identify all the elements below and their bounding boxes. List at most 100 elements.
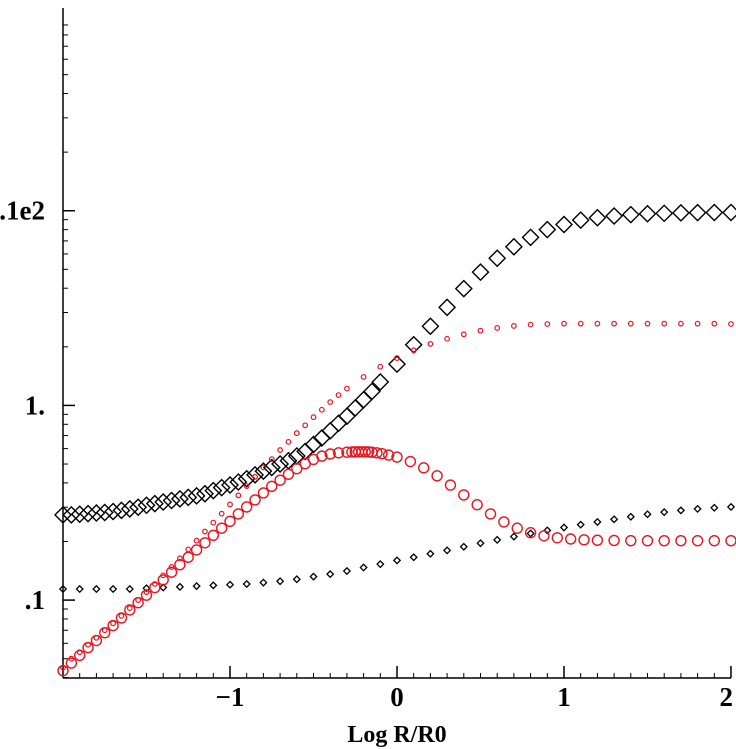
data-point: [329, 414, 348, 433]
data-point: [459, 542, 468, 551]
data-point: [577, 320, 584, 327]
data-point: [551, 532, 564, 544]
data-point: [725, 534, 736, 547]
data-point: [359, 563, 368, 572]
data-point: [484, 508, 497, 520]
data-point: [710, 503, 719, 512]
data-point: [438, 298, 457, 317]
data-point: [192, 581, 201, 591]
data-point: [176, 555, 183, 562]
data-point: [321, 421, 340, 440]
data-point: [337, 407, 356, 426]
data-point: [476, 539, 485, 548]
data-point: [676, 506, 686, 515]
data-point: [82, 641, 94, 654]
data-point: [691, 534, 704, 547]
data-point: [544, 321, 551, 327]
data-point: [316, 450, 328, 462]
y-minor-ticks: [63, 24, 68, 679]
data-point: [125, 584, 134, 594]
data-point: [658, 534, 670, 547]
data-point: [376, 447, 388, 460]
data-point: [392, 556, 402, 565]
data-point: [249, 494, 261, 506]
data-point: [477, 327, 484, 334]
data-point: [232, 508, 245, 520]
data-point: [458, 489, 470, 501]
data-point: [174, 559, 186, 571]
data-point: [242, 579, 251, 589]
data-point: [326, 569, 335, 579]
data-point: [179, 488, 198, 507]
x-minor-ticks: [79, 673, 715, 678]
data-point: [678, 320, 684, 327]
data-point: [145, 494, 164, 513]
x-tick-label: 2: [720, 682, 734, 712]
data-point: [611, 320, 617, 327]
data-point: [578, 534, 590, 546]
data-point: [195, 484, 214, 503]
data-point: [404, 335, 423, 354]
data-point: [722, 203, 736, 222]
data-point: [625, 534, 637, 547]
data-point: [421, 317, 440, 336]
data-point: [140, 589, 153, 601]
axes: [62, 8, 732, 679]
data-point: [431, 470, 443, 482]
data-point: [471, 263, 490, 282]
y-tick-label: .1: [25, 585, 45, 615]
y-tick-label: .1e2: [0, 196, 45, 226]
data-point: [182, 551, 194, 563]
data-point: [54, 505, 72, 524]
data-point: [154, 493, 173, 512]
data-point: [129, 498, 148, 517]
y-tick-label: 1.: [25, 390, 45, 420]
data-point: [229, 473, 248, 492]
data-point: [538, 220, 557, 239]
data-point: [511, 522, 523, 534]
data-point: [291, 463, 303, 475]
data-point: [688, 203, 707, 222]
data-point: [73, 649, 86, 662]
data-point: [643, 510, 652, 519]
data-point: [460, 331, 467, 338]
tick-labels: .1 1. .1e2 −1 0 1 2: [0, 196, 733, 712]
data-point: [605, 206, 624, 225]
data-point: [95, 503, 114, 522]
series-diamond-large: [54, 203, 736, 524]
data-point: [285, 438, 292, 445]
data-point: [341, 446, 353, 458]
data-point: [207, 529, 220, 542]
data-point: [371, 447, 383, 459]
data-point: [168, 564, 175, 570]
data-point: [292, 575, 301, 584]
data-point: [594, 320, 601, 327]
data-point: [627, 320, 634, 327]
data-point: [70, 505, 89, 524]
data-point: [266, 480, 278, 493]
data-point: [104, 502, 123, 521]
data-point: [132, 596, 144, 609]
data-point: [149, 581, 161, 594]
data-point: [240, 501, 253, 513]
data-point: [359, 446, 371, 458]
data-point: [427, 341, 434, 347]
data-point: [362, 446, 375, 458]
data-point: [524, 526, 537, 539]
data-point: [638, 204, 657, 223]
data-point: [442, 546, 452, 555]
data-point: [58, 584, 68, 594]
data-point: [185, 546, 192, 553]
data-point: [641, 534, 654, 547]
x-axis-title: Log R/R0: [347, 722, 446, 748]
data-point: [694, 320, 701, 327]
data-point: [309, 572, 318, 581]
data-point: [409, 553, 418, 562]
data-point: [644, 320, 651, 327]
data-point: [151, 581, 158, 587]
data-point: [382, 449, 395, 461]
data-point: [335, 392, 342, 398]
data-point: [521, 228, 540, 247]
data-point: [243, 483, 250, 490]
data-point: [660, 508, 669, 517]
